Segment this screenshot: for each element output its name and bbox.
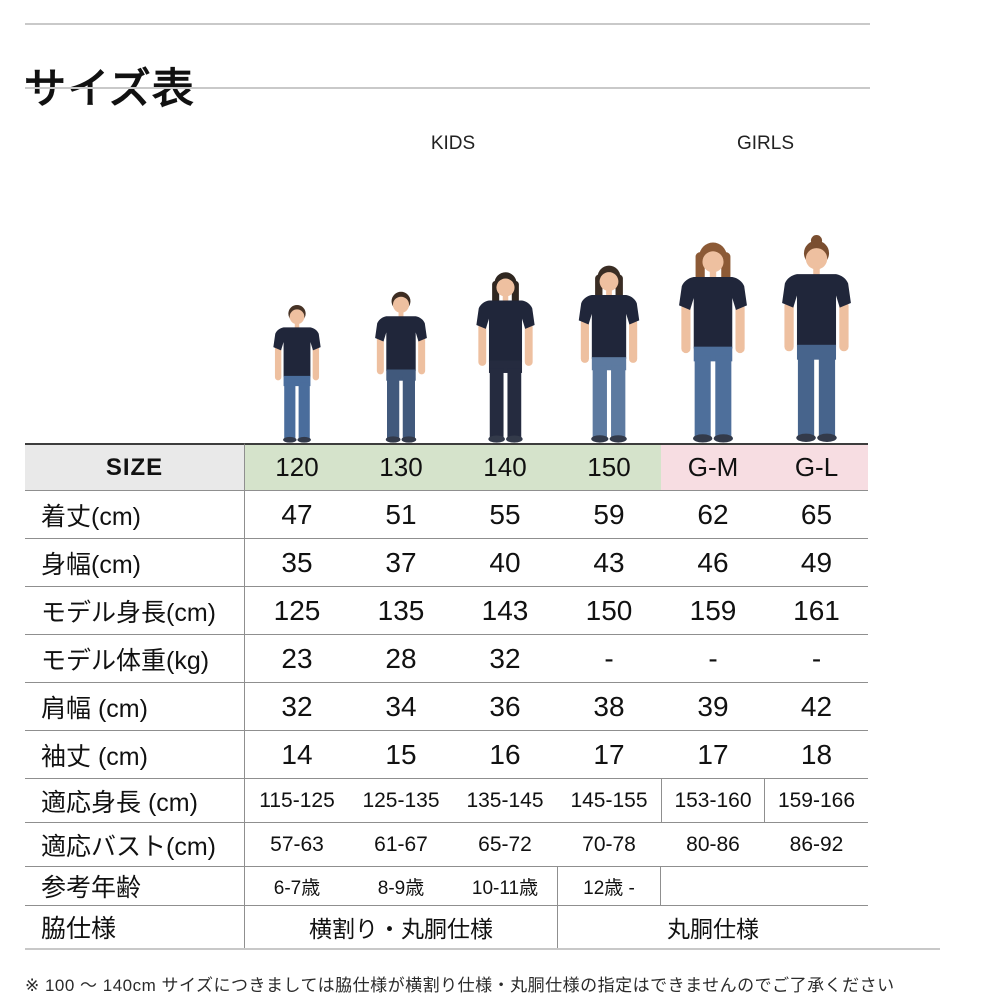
cell-fit-height-130: 125-135 <box>349 778 453 822</box>
cell-age-range-G-L <box>765 866 868 905</box>
cell-model-height-150: 150 <box>557 586 661 634</box>
cell-model-height-120: 125 <box>245 586 349 634</box>
cell-fit-bust-120: 57-63 <box>245 822 349 866</box>
cell-fit-bust-150: 70-78 <box>557 822 661 866</box>
cell-body-length-G-M: 62 <box>661 490 765 538</box>
cell-sleeve-length-140: 16 <box>453 730 557 778</box>
cell-fit-bust-140: 65-72 <box>453 822 557 866</box>
cell-sleeve-length-G-M: 17 <box>661 730 765 778</box>
row-label-model-height: モデル身長(cm) <box>25 586 245 634</box>
model-photo-150 <box>568 255 650 448</box>
size-col-140: 140 <box>453 443 557 490</box>
cell-fit-height-G-M: 153-160 <box>661 778 765 822</box>
cell-model-weight-120: 23 <box>245 634 349 682</box>
footnote: ※ 100 ～ 140cm サイズにつきましては脇仕様が横割り仕様・丸胴仕様の指… <box>25 976 895 995</box>
girls-group-header: GIRLS <box>736 132 795 154</box>
cell-age-range-120: 6-7歳 <box>245 866 349 905</box>
model-photos <box>0 0 1000 443</box>
cell-body-width-120: 35 <box>245 538 349 586</box>
size-col-130: 130 <box>349 443 453 490</box>
model-photo-G-L <box>770 228 863 448</box>
cell-shoulder-width-G-L: 42 <box>765 682 868 730</box>
cell-sleeve-length-120: 14 <box>245 730 349 778</box>
cell-shoulder-width-120: 32 <box>245 682 349 730</box>
cell-model-height-140: 143 <box>453 586 557 634</box>
cell-model-weight-130: 28 <box>349 634 453 682</box>
cell-fit-bust-G-M: 80-86 <box>661 822 765 866</box>
model-photo-130 <box>366 282 436 448</box>
size-col-G-M: G-M <box>661 443 765 490</box>
cell-model-weight-140: 32 <box>453 634 557 682</box>
size-col-120: 120 <box>245 443 349 490</box>
row-label-sleeve-length: 袖丈 (cm) <box>25 730 245 778</box>
cell-body-length-140: 55 <box>453 490 557 538</box>
row-label-fit-bust: 適応バスト(cm) <box>25 822 245 866</box>
cell-age-range-150: 12歳 - <box>557 866 661 905</box>
cell-side-spec-girls: 丸胴仕様 <box>557 905 868 948</box>
kids-group-header: KIDS <box>430 132 476 154</box>
cell-fit-height-140: 135-145 <box>453 778 557 822</box>
size-col-G-L: G-L <box>765 443 868 490</box>
cell-model-height-G-M: 159 <box>661 586 765 634</box>
cell-model-weight-G-M: - <box>661 634 765 682</box>
cell-shoulder-width-140: 36 <box>453 682 557 730</box>
cell-body-width-130: 37 <box>349 538 453 586</box>
row-label-body-width: 身幅(cm) <box>25 538 245 586</box>
cell-shoulder-width-G-M: 39 <box>661 682 765 730</box>
cell-body-width-G-M: 46 <box>661 538 765 586</box>
cell-body-width-G-L: 49 <box>765 538 868 586</box>
table-bottom-rule <box>25 948 940 950</box>
cell-model-height-G-L: 161 <box>765 586 868 634</box>
size-table: SIZE 120 130 140 150 G-M G-L 着丈(cm) 47 51 55 59 62 65… <box>25 443 868 948</box>
title-bottom-rule <box>25 87 870 89</box>
cell-model-weight-150: - <box>557 634 661 682</box>
cell-fit-height-120: 115-125 <box>245 778 349 822</box>
cell-fit-bust-130: 61-67 <box>349 822 453 866</box>
row-label-side-spec: 脇仕様 <box>25 905 245 948</box>
model-photo-G-M <box>667 232 759 448</box>
title-top-rule <box>25 23 870 25</box>
cell-sleeve-length-G-L: 18 <box>765 730 868 778</box>
cell-body-length-130: 51 <box>349 490 453 538</box>
cell-body-length-G-L: 65 <box>765 490 868 538</box>
cell-shoulder-width-150: 38 <box>557 682 661 730</box>
row-label-age-range: 参考年齢 <box>25 866 245 905</box>
cell-shoulder-width-130: 34 <box>349 682 453 730</box>
cell-model-weight-G-L: - <box>765 634 868 682</box>
cell-age-range-G-M <box>661 866 765 905</box>
row-label-body-length: 着丈(cm) <box>25 490 245 538</box>
row-label-fit-height: 適応身長 (cm) <box>25 778 245 822</box>
cell-age-range-130: 8-9歳 <box>349 866 453 905</box>
cell-sleeve-length-130: 15 <box>349 730 453 778</box>
cell-body-length-150: 59 <box>557 490 661 538</box>
cell-body-width-150: 43 <box>557 538 661 586</box>
cell-sleeve-length-150: 17 <box>557 730 661 778</box>
cell-model-height-130: 135 <box>349 586 453 634</box>
cell-body-width-140: 40 <box>453 538 557 586</box>
size-col-150: 150 <box>557 443 661 490</box>
cell-body-length-120: 47 <box>245 490 349 538</box>
size-header-label: SIZE <box>25 443 245 490</box>
model-photo-120 <box>265 296 329 448</box>
cell-fit-bust-G-L: 86-92 <box>765 822 868 866</box>
cell-fit-height-150: 145-155 <box>557 778 661 822</box>
cell-side-spec-kids: 横割り・丸胴仕様 <box>245 905 557 948</box>
row-label-model-weight: モデル体重(kg) <box>25 634 245 682</box>
cell-age-range-140: 10-11歳 <box>453 866 557 905</box>
row-label-shoulder-width: 肩幅 (cm) <box>25 682 245 730</box>
model-photo-140 <box>466 262 545 448</box>
cell-fit-height-G-L: 159-166 <box>765 778 868 822</box>
